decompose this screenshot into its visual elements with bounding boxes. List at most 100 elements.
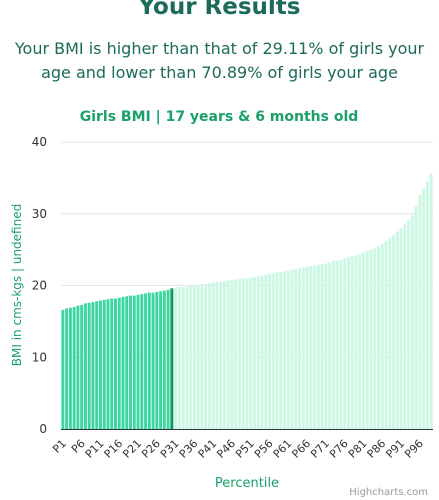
bar-P36[interactable]: [192, 285, 196, 430]
bar-P21[interactable]: [136, 294, 140, 429]
bar-P68[interactable]: [313, 265, 317, 429]
bar-P49[interactable]: [241, 278, 245, 429]
bar-P71[interactable]: [324, 263, 328, 429]
bar-P32[interactable]: [177, 286, 181, 429]
bar-P63[interactable]: [294, 268, 298, 429]
bar-P96[interactable]: [418, 195, 422, 429]
bar-P84[interactable]: [373, 248, 377, 429]
bar-P66[interactable]: [305, 266, 309, 429]
bar-P37[interactable]: [196, 284, 200, 429]
bar-P72[interactable]: [328, 262, 332, 429]
bar-P95[interactable]: [414, 206, 418, 429]
bar-P57[interactable]: [271, 273, 275, 429]
bar-P29[interactable]: [166, 289, 170, 429]
bar-P85[interactable]: [377, 246, 380, 429]
bar-P1[interactable]: [61, 309, 65, 429]
bar-P11[interactable]: [98, 300, 102, 429]
bar-P91[interactable]: [399, 228, 403, 429]
bar-P18[interactable]: [125, 296, 129, 429]
bar-P54[interactable]: [260, 275, 264, 429]
bar-P38[interactable]: [200, 284, 204, 429]
bar-P76[interactable]: [343, 258, 347, 429]
bar-P74[interactable]: [335, 260, 339, 429]
bar-P4[interactable]: [72, 307, 76, 429]
bar-P89[interactable]: [392, 235, 396, 429]
bar-P22[interactable]: [140, 294, 144, 429]
bar-P26[interactable]: [155, 291, 159, 429]
bar-P19[interactable]: [129, 295, 132, 429]
bar-P30[interactable]: [170, 288, 174, 429]
bar-P87[interactable]: [384, 241, 388, 429]
bar-P79[interactable]: [354, 255, 358, 429]
bar-P88[interactable]: [388, 238, 392, 429]
bar-P53[interactable]: [256, 276, 260, 429]
bar-P42[interactable]: [215, 281, 219, 429]
bar-P60[interactable]: [283, 271, 287, 429]
bar-P20[interactable]: [132, 295, 136, 429]
bar-P35[interactable]: [189, 285, 193, 430]
bar-P7[interactable]: [83, 303, 87, 429]
bar-P17[interactable]: [121, 296, 125, 429]
bar-P78[interactable]: [350, 256, 354, 429]
bar-P58[interactable]: [275, 272, 279, 429]
bar-P70[interactable]: [320, 263, 324, 429]
bar-P97[interactable]: [422, 188, 426, 429]
bar-P67[interactable]: [309, 266, 313, 429]
bar-P14[interactable]: [110, 298, 114, 429]
bar-P40[interactable]: [207, 283, 211, 429]
credits-link[interactable]: Highcharts.com: [349, 487, 428, 498]
bar-P92[interactable]: [403, 224, 407, 429]
bar-P46[interactable]: [230, 279, 234, 429]
bar-P41[interactable]: [211, 282, 215, 429]
bar-P43[interactable]: [219, 281, 223, 429]
bar-P45[interactable]: [226, 280, 230, 429]
bar-P93[interactable]: [407, 220, 411, 429]
bar-P16[interactable]: [117, 297, 121, 429]
bar-P80[interactable]: [358, 253, 362, 429]
bar-P23[interactable]: [144, 293, 148, 429]
bar-P52[interactable]: [253, 276, 256, 429]
bar-P31[interactable]: [174, 287, 178, 429]
bar-P6[interactable]: [80, 304, 84, 429]
bar-P51[interactable]: [249, 277, 253, 429]
bar-P83[interactable]: [369, 249, 373, 429]
bar-P10[interactable]: [95, 301, 99, 429]
bar-P56[interactable]: [268, 274, 272, 429]
bar-P94[interactable]: [410, 215, 414, 429]
bar-P39[interactable]: [204, 284, 208, 429]
bar-P33[interactable]: [181, 286, 185, 429]
bar-P34[interactable]: [185, 286, 189, 429]
bar-P13[interactable]: [106, 299, 110, 429]
bar-P64[interactable]: [298, 268, 302, 429]
bar-P3[interactable]: [68, 307, 72, 429]
bar-P82[interactable]: [365, 251, 369, 429]
bar-P59[interactable]: [279, 271, 283, 429]
bar-P77[interactable]: [346, 257, 350, 429]
bar-P61[interactable]: [286, 270, 290, 429]
bar-P50[interactable]: [245, 278, 249, 429]
bar-P44[interactable]: [222, 281, 226, 429]
bar-P55[interactable]: [264, 274, 268, 429]
bar-P73[interactable]: [331, 261, 335, 429]
bar-P48[interactable]: [238, 279, 241, 429]
bar-P90[interactable]: [395, 231, 399, 429]
bar-P24[interactable]: [147, 292, 151, 429]
bar-P69[interactable]: [316, 264, 320, 429]
bar-P8[interactable]: [87, 302, 91, 429]
bar-P15[interactable]: [114, 298, 117, 429]
bar-P28[interactable]: [162, 290, 166, 429]
bar-P47[interactable]: [234, 279, 238, 429]
bar-P62[interactable]: [290, 269, 294, 429]
bar-P86[interactable]: [380, 243, 384, 429]
bar-P65[interactable]: [301, 267, 305, 429]
bar-P12[interactable]: [102, 299, 106, 429]
bar-P5[interactable]: [76, 305, 80, 429]
bar-P98[interactable]: [425, 181, 429, 429]
bar-P81[interactable]: [362, 252, 365, 429]
bar-P25[interactable]: [151, 292, 155, 429]
bar-P2[interactable]: [65, 308, 69, 429]
bar-P99[interactable]: [429, 173, 433, 429]
bar-P9[interactable]: [91, 302, 95, 429]
bar-P27[interactable]: [159, 291, 163, 429]
bar-P75[interactable]: [339, 259, 343, 429]
